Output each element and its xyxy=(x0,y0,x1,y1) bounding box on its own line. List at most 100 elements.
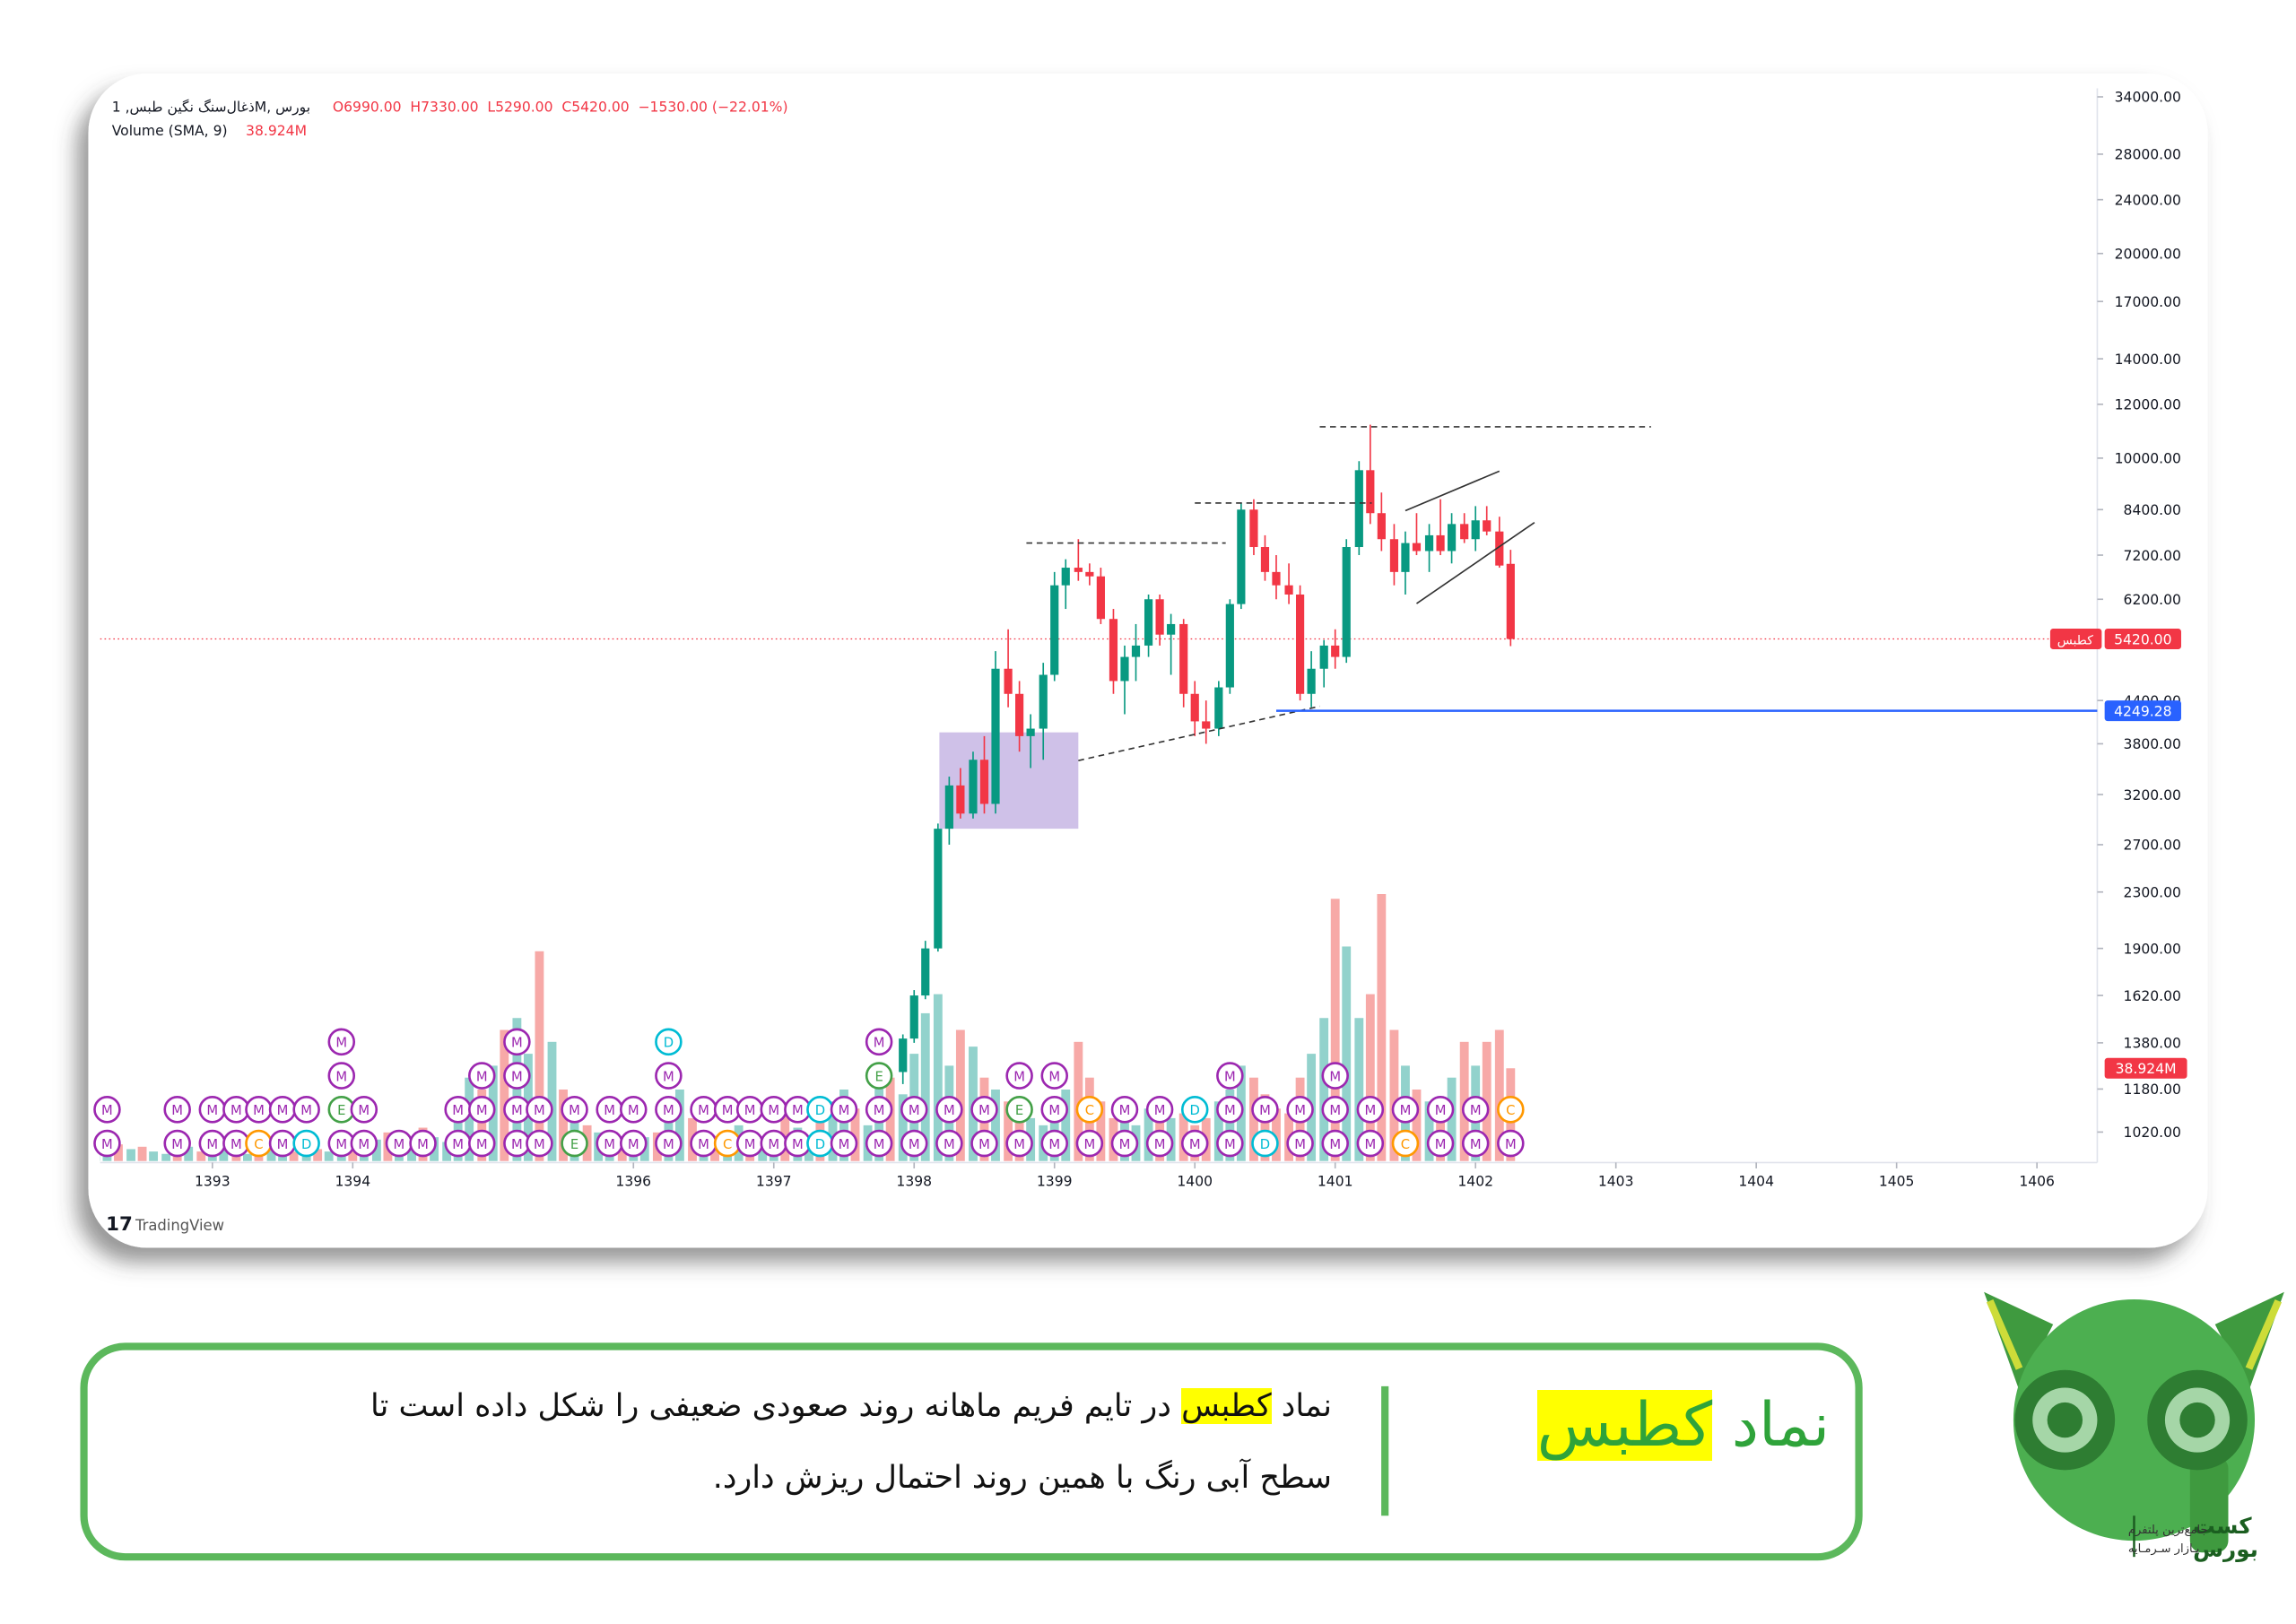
event-label: M xyxy=(1224,1069,1236,1084)
x-tick-label: 1402 xyxy=(1457,1174,1493,1190)
event-circle xyxy=(1321,1096,1349,1124)
last-price-symbol-tag xyxy=(2049,629,2102,650)
event-label: M xyxy=(277,1103,289,1118)
y-tick-label: 28000.00 xyxy=(2115,147,2181,163)
event-label: M xyxy=(1329,1103,1341,1118)
x-tick-label: 1403 xyxy=(1598,1174,1634,1190)
event-marker: M xyxy=(1461,1129,1490,1158)
y-tick-label: 34000.00 xyxy=(2115,90,2181,106)
caption-symbol: کطبس xyxy=(1181,1388,1272,1424)
volume-bar xyxy=(850,1108,860,1161)
event-circle xyxy=(1005,1096,1033,1124)
volume-bar xyxy=(1225,1089,1235,1161)
event-circle xyxy=(935,1129,963,1158)
event-label: M xyxy=(698,1137,709,1152)
event-label: M xyxy=(944,1137,955,1152)
ohlc-value: −1530.00 (−22.01%) xyxy=(639,100,788,116)
candle-body xyxy=(1471,520,1480,540)
volume-bar xyxy=(898,1094,908,1161)
volume-bar xyxy=(500,1029,509,1161)
candle-body xyxy=(1225,604,1234,688)
event-label: M xyxy=(1435,1103,1447,1118)
event-marker: M xyxy=(1321,1062,1349,1090)
event-label: M xyxy=(1505,1137,1517,1152)
event-marker: M xyxy=(1075,1129,1104,1158)
candle-body xyxy=(1366,470,1375,514)
candle-body xyxy=(1144,599,1153,646)
last-price-symbol: کطبس xyxy=(2057,633,2093,647)
event-label: M xyxy=(335,1069,347,1084)
logo-ear xyxy=(1984,1291,2054,1391)
event-label: M xyxy=(663,1137,674,1152)
event-label: M xyxy=(511,1103,523,1118)
volume-bar xyxy=(442,1142,452,1161)
candle-body xyxy=(1272,571,1281,586)
trend-line xyxy=(1416,522,1535,604)
caption-line: سطح آبی رنگ با همین روند احتمال ریزش دار… xyxy=(712,1460,1332,1496)
symbol-header: ذغال‌سنگ نگین طبس, 1M, بورس xyxy=(112,100,310,117)
event-label: D xyxy=(1260,1137,1270,1152)
event-label: M xyxy=(978,1137,990,1152)
candle-body xyxy=(1015,693,1024,736)
volume-bar xyxy=(1074,1041,1083,1161)
event-marker: M xyxy=(1461,1096,1490,1124)
event-label: M xyxy=(569,1103,580,1118)
event-marker: E xyxy=(327,1096,356,1124)
event-circle xyxy=(327,1062,356,1090)
event-marker: M xyxy=(327,1129,356,1158)
event-marker: M xyxy=(1180,1129,1209,1158)
x-tick-label: 1399 xyxy=(1037,1174,1073,1190)
candle-body xyxy=(1050,585,1059,675)
event-circle xyxy=(409,1129,437,1158)
candle-body xyxy=(934,829,943,949)
candle-body xyxy=(921,948,930,996)
event-marker: C xyxy=(1497,1096,1525,1124)
volume-bar xyxy=(465,1077,474,1161)
volume-bar xyxy=(67,1142,76,1160)
event-marker: M xyxy=(655,1129,683,1158)
event-label: M xyxy=(874,1036,885,1051)
event-circle xyxy=(1321,1062,1349,1090)
event-circle xyxy=(970,1096,998,1124)
event-marker: M xyxy=(93,1129,121,1158)
volume-bar xyxy=(114,1144,123,1161)
candle-body xyxy=(1120,656,1129,682)
logo-brand: بورس xyxy=(2193,1536,2258,1563)
event-marker: M xyxy=(1216,1062,1244,1090)
event-marker: E xyxy=(1005,1096,1033,1124)
event-marker: M xyxy=(784,1096,812,1124)
event-marker: M xyxy=(409,1129,437,1158)
event-label: M xyxy=(604,1103,615,1118)
candle-body xyxy=(1436,534,1445,551)
y-tick-label: 1380.00 xyxy=(2124,1036,2181,1052)
event-label: C xyxy=(723,1137,732,1152)
candle-body xyxy=(1190,693,1199,722)
event-marker: M xyxy=(268,1096,297,1124)
event-label: M xyxy=(358,1137,370,1152)
candle-body xyxy=(1389,539,1399,572)
event-circle xyxy=(1110,1129,1139,1158)
event-marker: M xyxy=(163,1096,191,1124)
volume-bar xyxy=(1424,1101,1434,1161)
event-label: M xyxy=(230,1103,242,1118)
event-marker: M xyxy=(1145,1096,1174,1124)
event-label: M xyxy=(768,1103,779,1118)
event-label: M xyxy=(511,1069,523,1084)
event-label: M xyxy=(1400,1103,1412,1118)
event-label: D xyxy=(664,1036,674,1051)
event-circle xyxy=(1145,1129,1174,1158)
event-circle xyxy=(655,1096,683,1124)
event-label: M xyxy=(171,1137,183,1152)
event-circle xyxy=(655,1062,683,1090)
event-marker: M xyxy=(467,1129,496,1158)
event-circle xyxy=(1356,1129,1385,1158)
event-circle xyxy=(1461,1096,1490,1124)
event-circle xyxy=(350,1129,378,1158)
event-label: M xyxy=(1435,1137,1447,1152)
candle-body xyxy=(1249,509,1258,548)
event-marker: M xyxy=(503,1062,531,1090)
volume-bar xyxy=(126,1149,135,1161)
event-marker: M xyxy=(526,1096,553,1124)
event-label: M xyxy=(909,1137,920,1152)
